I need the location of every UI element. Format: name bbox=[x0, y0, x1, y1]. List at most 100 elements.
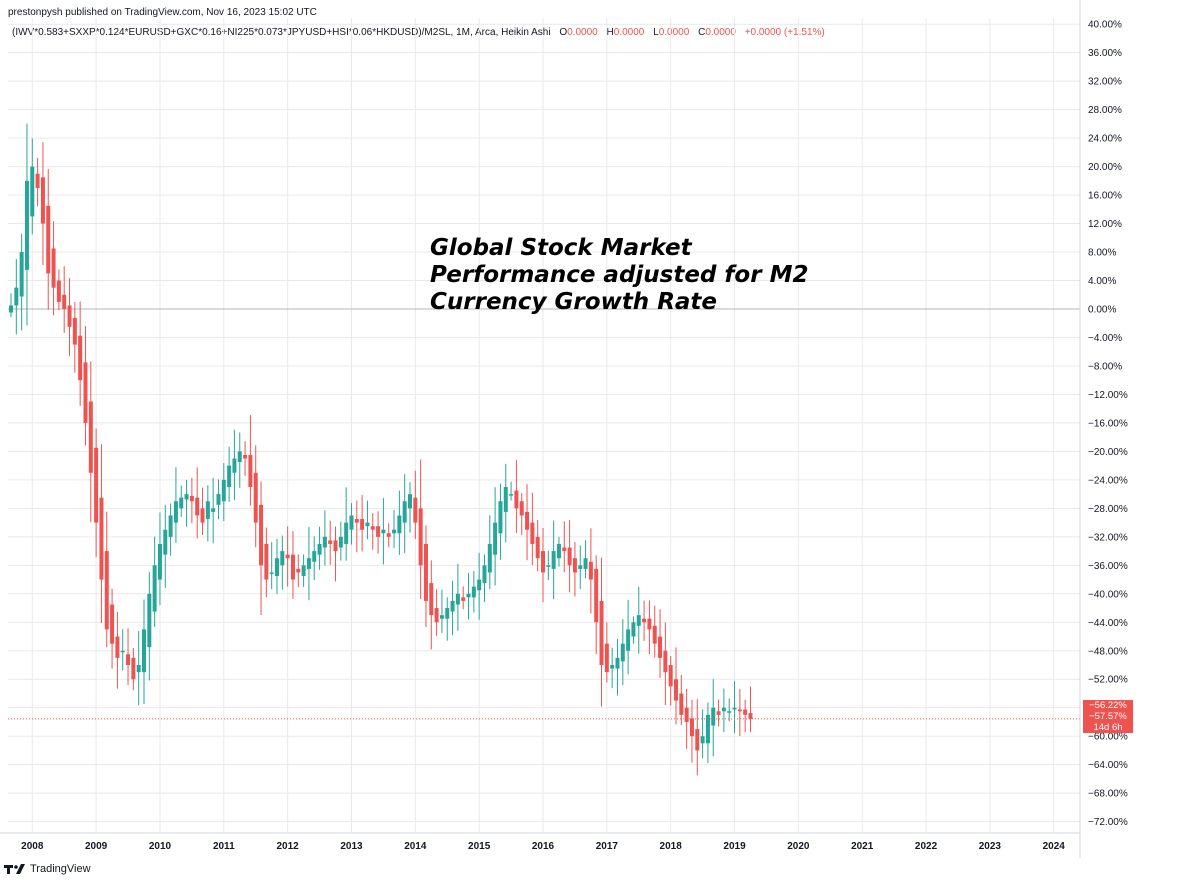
y-tick-label: 20.00% bbox=[1088, 162, 1122, 173]
candle bbox=[142, 599, 146, 705]
y-tick-label: −40.00% bbox=[1088, 589, 1128, 600]
x-tick-label: 2012 bbox=[277, 841, 300, 852]
y-tick-label: −28.00% bbox=[1088, 504, 1128, 515]
candle bbox=[88, 361, 93, 523]
candle bbox=[46, 169, 51, 310]
candle bbox=[604, 622, 609, 683]
candle-body bbox=[397, 515, 402, 534]
candle-body bbox=[562, 547, 567, 552]
candle bbox=[695, 699, 700, 776]
candle bbox=[152, 536, 157, 627]
x-tick-label: 2013 bbox=[340, 841, 363, 852]
candle-body bbox=[556, 543, 561, 559]
candle-body bbox=[450, 600, 455, 612]
candle-body bbox=[184, 494, 189, 500]
x-tick-label: 2015 bbox=[468, 841, 491, 852]
candle-body bbox=[413, 497, 418, 523]
candle bbox=[173, 467, 178, 543]
candle bbox=[94, 428, 99, 558]
y-tick-label: 40.00% bbox=[1088, 20, 1122, 31]
candle bbox=[721, 688, 726, 733]
candle bbox=[328, 520, 333, 565]
candle-body bbox=[636, 615, 641, 626]
candle bbox=[679, 675, 684, 726]
x-tick-label: 2009 bbox=[85, 841, 108, 852]
candle bbox=[748, 686, 753, 733]
candle bbox=[110, 588, 115, 669]
candle-body bbox=[179, 497, 184, 509]
candle-body bbox=[290, 554, 295, 580]
candle bbox=[493, 487, 498, 586]
candle-body bbox=[445, 608, 450, 619]
candle-body bbox=[78, 335, 83, 381]
candle-body bbox=[333, 540, 338, 552]
x-tick-label: 2024 bbox=[1043, 841, 1066, 852]
candle-body bbox=[727, 711, 732, 713]
candle-body bbox=[493, 522, 498, 555]
candle-body bbox=[487, 543, 492, 573]
candle-body bbox=[679, 693, 684, 715]
candle-body bbox=[354, 519, 359, 523]
x-tick-label: 2011 bbox=[213, 841, 235, 852]
candle bbox=[381, 498, 386, 565]
candle-body bbox=[253, 472, 258, 523]
candle bbox=[535, 519, 540, 572]
candle-body bbox=[674, 679, 678, 701]
x-tick-label: 2022 bbox=[915, 841, 938, 852]
x-tick-label: 2010 bbox=[149, 841, 172, 852]
candle-body bbox=[716, 711, 721, 715]
candle-body bbox=[583, 558, 588, 569]
candle bbox=[572, 542, 577, 597]
candle-body bbox=[221, 479, 226, 502]
candle bbox=[455, 563, 460, 631]
candle-body bbox=[317, 543, 322, 555]
candle-body bbox=[642, 618, 647, 623]
candle-body bbox=[94, 447, 99, 523]
candle bbox=[51, 221, 56, 316]
candle-body bbox=[243, 454, 248, 459]
candle-body bbox=[572, 558, 577, 573]
candle-body bbox=[46, 205, 51, 274]
candle-body bbox=[551, 551, 556, 569]
tradingview-label: TradingView bbox=[30, 863, 91, 875]
candle-body bbox=[647, 618, 652, 630]
candle bbox=[67, 278, 72, 356]
high-value: 0.0000 bbox=[613, 27, 645, 38]
y-tick-label: −12.00% bbox=[1088, 390, 1128, 401]
candle-body bbox=[514, 490, 519, 509]
candle-body bbox=[344, 522, 349, 544]
candle bbox=[237, 432, 242, 488]
y-tick-label: −32.00% bbox=[1088, 532, 1128, 543]
candle bbox=[275, 538, 279, 594]
candle bbox=[418, 459, 423, 599]
y-tick-label: −52.00% bbox=[1088, 675, 1128, 686]
candle bbox=[705, 702, 710, 764]
candle bbox=[397, 490, 402, 555]
candle bbox=[408, 482, 412, 533]
candle-body bbox=[461, 597, 466, 601]
candle bbox=[423, 525, 428, 628]
candle bbox=[530, 492, 535, 566]
candle-body bbox=[237, 451, 242, 463]
candle bbox=[312, 536, 317, 581]
candle bbox=[743, 699, 748, 733]
candle bbox=[19, 233, 24, 331]
candle-body bbox=[51, 248, 56, 288]
candle bbox=[626, 599, 631, 675]
y-tick-label: −44.00% bbox=[1088, 618, 1128, 629]
candle-body bbox=[392, 529, 397, 534]
y-tick-label: −8.00% bbox=[1088, 361, 1122, 372]
candle bbox=[115, 611, 120, 689]
candle bbox=[40, 142, 45, 266]
candle-body bbox=[652, 625, 657, 644]
candle bbox=[163, 504, 168, 589]
tradingview-brand[interactable]: TradingView bbox=[4, 863, 91, 875]
candle bbox=[386, 523, 391, 548]
symbol-legend: (IWV*0.583+SXXP*0.124*EURUSD+GXC*0.16+NI… bbox=[12, 27, 825, 38]
candle bbox=[392, 510, 397, 549]
candle bbox=[349, 503, 354, 545]
candle bbox=[498, 483, 503, 560]
grid-lines bbox=[8, 18, 1080, 832]
candle-body bbox=[205, 501, 210, 520]
